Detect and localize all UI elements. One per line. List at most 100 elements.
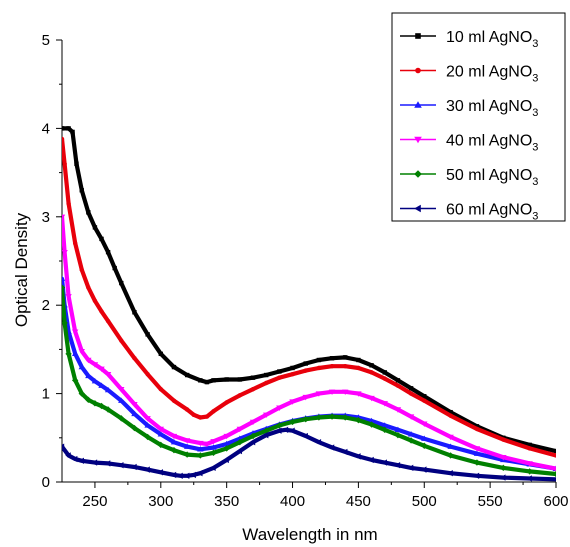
series-point [249,432,257,440]
y-tick-label: 3 [42,209,50,226]
legend-label: 50 ml AgNO3 [446,167,538,188]
series-point [171,398,177,403]
series-point [289,418,296,426]
series-point [144,433,151,441]
series-point [474,424,480,429]
series-point [237,377,243,382]
series-point [368,456,374,464]
series-point [526,475,532,482]
series-point [277,369,282,374]
series-point [526,468,533,475]
series-3 [62,275,556,471]
series-point [119,338,124,343]
series-point [500,455,507,461]
series-point [473,450,481,456]
legend-label-main: 10 ml AgNO [446,29,532,46]
series-point [223,445,230,452]
legend-label-main: 40 ml AgNO [446,133,532,150]
series-point [62,126,65,131]
series-point [395,383,401,388]
series-point [132,310,137,315]
series-point [473,446,481,452]
series-point [105,318,111,324]
series-point [157,426,164,433]
series-point [236,426,244,433]
x-tick-label: 400 [280,493,305,510]
x-tick-label: 250 [82,493,107,510]
series-point [191,412,196,418]
series-point [250,375,256,380]
series-point [104,460,111,467]
series-point [290,365,295,371]
series-4 [62,214,556,472]
series-point [262,412,270,419]
series-point [91,400,99,407]
series-point [144,466,150,473]
series-point [85,372,92,379]
y-axis-label: Optical Density [12,212,31,327]
series-point [223,440,230,447]
series-point [62,443,65,450]
legend-label-subscript: 3 [532,176,538,188]
series-5 [62,284,556,478]
y-tick-label: 1 [42,386,50,403]
series-point [131,424,138,432]
series-point [552,477,556,482]
series-point [71,350,79,357]
series-point [447,434,454,441]
series-point [526,461,533,467]
series-point [197,440,204,447]
series-point [204,379,210,385]
axes: 250 300 350 400 450 500 550 600 0 1 2 3 4 5 [42,32,569,510]
series-point [302,416,309,423]
series-point [316,357,322,363]
x-tick-label: 500 [412,493,437,510]
legend-label-subscript: 3 [532,142,538,154]
series-point [204,414,210,419]
series-point [79,188,84,193]
series-point [237,393,243,398]
series-point [92,225,98,230]
x-tick-label: 550 [478,493,503,510]
series-point [105,249,111,255]
series-point [500,474,506,481]
series-point [527,446,532,451]
series-point [473,472,480,480]
series-point [66,201,71,206]
series-point [394,462,401,469]
series-point [170,471,177,479]
series-point [422,398,427,403]
series-point [118,415,125,422]
series-point [144,422,151,428]
series-point [552,470,556,478]
series-point [91,378,99,384]
series-line [62,126,556,454]
series-point [290,371,295,377]
legend-label: 30 ml AgNO3 [446,98,538,119]
series-point [368,421,375,428]
series-point [382,376,387,381]
series-line [62,276,556,471]
x-axis-label: Wavelength in nm [242,525,377,544]
legend-label-main: 60 ml AgNO [446,202,532,219]
series-point [104,406,112,413]
series-point [369,370,374,375]
y-tick-label: 4 [42,120,50,137]
legend-swatch-marker [414,101,422,108]
series-point [328,413,336,420]
series-point [71,329,79,335]
series-point [203,441,211,448]
series-point [407,464,414,472]
series-point [381,401,388,407]
series-point [62,161,67,166]
series-point [170,433,178,440]
series-point [177,472,183,480]
series-point [183,443,191,449]
series-point [369,363,374,368]
legend-label-main: 50 ml AgNO [446,167,532,184]
series-point [62,319,68,327]
series-point [236,447,243,455]
series-point [303,368,308,373]
series-point [70,129,75,135]
series-point [145,332,150,337]
